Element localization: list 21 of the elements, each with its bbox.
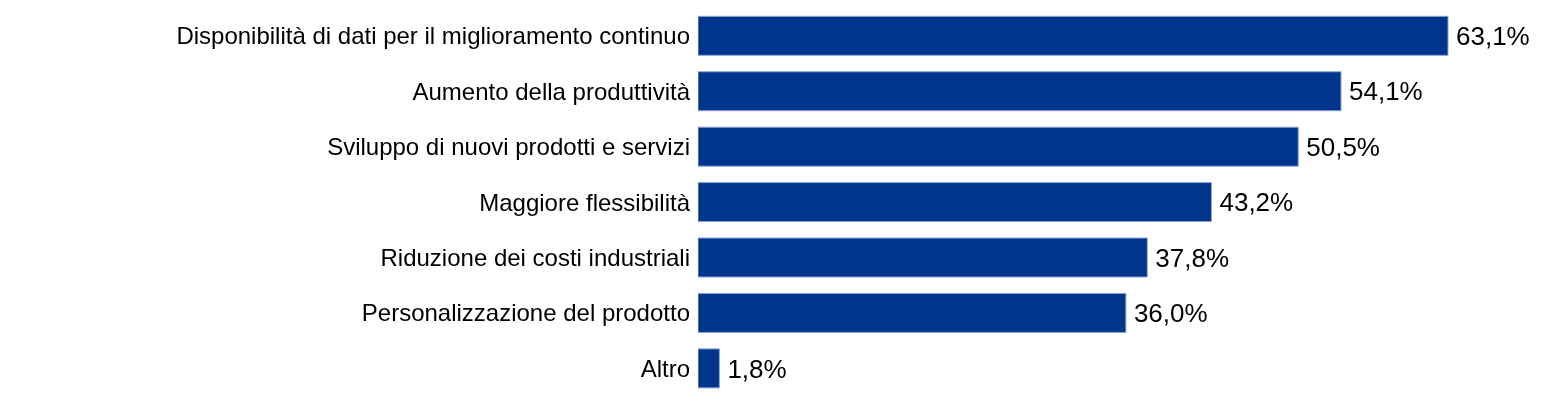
y-tick-label: Altro: [640, 354, 690, 382]
y-tick-label: Riduzione dei costi industriali: [380, 243, 690, 271]
bar: [698, 237, 1148, 278]
bar: [698, 71, 1342, 112]
bar: [698, 292, 1127, 333]
data-label: 50,5%: [1306, 131, 1380, 162]
data-label: 54,1%: [1349, 76, 1423, 107]
bar: [698, 182, 1212, 223]
bar: [698, 126, 1299, 167]
data-label: 1,8%: [727, 353, 787, 384]
y-tick-label: Disponibilità di dati per il miglioramento continuo: [176, 22, 690, 50]
y-tick-label: Maggiore flessibilità: [479, 188, 691, 216]
data-label: 37,8%: [1155, 242, 1230, 273]
data-label: 63,1%: [1456, 21, 1530, 52]
y-tick-label: Sviluppo di nuovi prodotti e servizi: [327, 133, 690, 161]
data-label: 36,0%: [1133, 298, 1208, 329]
data-label: 43,2%: [1219, 187, 1294, 218]
y-tick-label: Personalizzazione del prodotto: [361, 299, 690, 327]
bar: [698, 348, 720, 389]
y-tick-label: Aumento della produttività: [412, 77, 691, 105]
bar: [698, 15, 1449, 56]
